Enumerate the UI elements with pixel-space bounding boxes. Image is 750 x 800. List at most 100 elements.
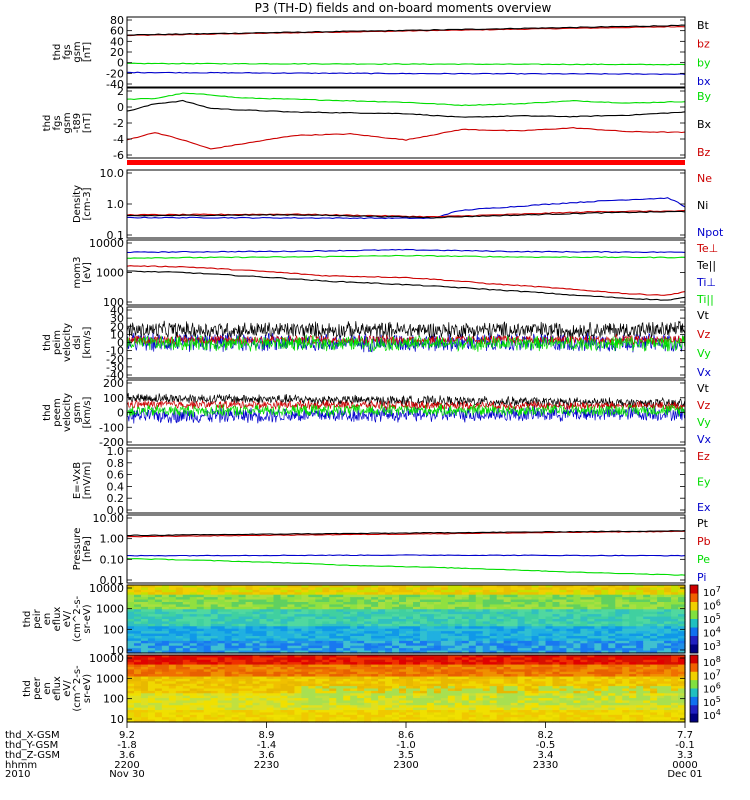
- spectrogram-cell: [343, 594, 351, 598]
- spectrogram-cell: [259, 631, 268, 635]
- spectrogram-cell: [517, 678, 526, 682]
- spectrogram-cell: [182, 638, 191, 642]
- spectrogram-cell: [587, 585, 595, 589]
- spectrogram-cell: [357, 688, 365, 692]
- spectrogram-cell: [468, 705, 477, 709]
- spectrogram-cell: [629, 659, 637, 663]
- spectrogram-cell: [496, 589, 505, 593]
- spectrogram-cell: [245, 664, 254, 668]
- spectrogram-cell: [252, 643, 261, 647]
- spectrogram-cell: [385, 592, 393, 596]
- xtick-label: 3.6: [119, 750, 135, 761]
- spectrogram-cell: [615, 662, 623, 666]
- spectrogram-cell: [245, 655, 254, 658]
- spectrogram-cell: [308, 688, 316, 692]
- xtick-label: 8.2: [538, 730, 554, 741]
- spectrogram-cell: [615, 628, 623, 632]
- spectrogram-cell: [336, 676, 344, 680]
- spectrogram-cell: [343, 702, 351, 706]
- spectrogram-cell: [475, 638, 484, 642]
- spectrogram-10: [127, 655, 686, 723]
- spectrogram-cell: [426, 611, 435, 615]
- spectrogram-cell: [573, 712, 581, 716]
- spectrogram-cell: [196, 643, 205, 647]
- spectrogram-cell: [329, 678, 337, 682]
- spectrogram-cell: [482, 606, 491, 610]
- spectrogram-cell: [475, 606, 484, 610]
- spectrogram-cell: [587, 698, 595, 702]
- spectrogram-cell: [454, 616, 463, 620]
- spectrogram-cell: [287, 710, 295, 714]
- spectrogram-cell: [510, 611, 519, 615]
- colorbar-segment: [690, 688, 698, 698]
- spectrogram-cell: [147, 683, 156, 687]
- spectrogram-cell: [580, 626, 588, 630]
- spectrogram-cell: [454, 585, 463, 589]
- spectrogram-cell: [308, 616, 316, 620]
- spectrogram-cell: [664, 710, 672, 714]
- spectrogram-cell: [594, 619, 602, 623]
- spectrogram-cell: [615, 700, 623, 704]
- spectrogram-cell: [308, 599, 316, 603]
- spectrogram-cell: [552, 702, 561, 706]
- spectrogram-cell: [643, 714, 651, 718]
- spectrogram-cell: [657, 631, 665, 635]
- spectrogram-cell: [608, 616, 616, 620]
- spectrogram-cell: [364, 686, 372, 690]
- spectrogram-cell: [671, 702, 679, 706]
- spectrogram-cell: [273, 712, 282, 716]
- spectrogram-cell: [231, 597, 240, 601]
- spectrogram-cell: [657, 664, 665, 668]
- spectrogram-cell: [238, 602, 247, 606]
- spectrogram-cell: [531, 589, 540, 593]
- spectrogram-cell: [217, 626, 226, 630]
- spectrogram-cell: [426, 648, 435, 652]
- spectrogram-cell: [294, 657, 302, 661]
- spectrogram-cell: [433, 717, 442, 721]
- spectrogram-cell: [399, 616, 407, 620]
- spectrogram-cell: [147, 659, 156, 663]
- spectrogram-cell: [475, 669, 484, 673]
- spectrogram-cell: [636, 594, 644, 598]
- spectrogram-cell: [538, 619, 547, 623]
- spectrogram-cell: [468, 700, 477, 704]
- spectrogram-cell: [601, 585, 609, 589]
- spectrogram-cell: [406, 604, 414, 608]
- spectrogram-cell: [650, 690, 658, 694]
- spectrogram-cell: [127, 714, 135, 718]
- spectrogram-cell: [127, 659, 135, 663]
- spectrogram-cell: [552, 707, 561, 711]
- spectrogram-cell: [482, 592, 491, 596]
- spectrogram-cell: [287, 585, 295, 589]
- spectrogram-cell: [231, 614, 240, 618]
- spectrogram-cell: [650, 700, 658, 704]
- spectrogram-cell: [252, 633, 261, 637]
- spectrogram-cell: [406, 683, 414, 687]
- spectrogram-cell: [252, 645, 261, 649]
- spectrogram-cell: [294, 710, 302, 714]
- spectrogram-cell: [245, 662, 254, 666]
- spectrogram-cell: [329, 614, 337, 618]
- spectrogram-cell: [552, 633, 561, 637]
- spectrogram-cell: [412, 640, 421, 644]
- spectrogram-cell: [629, 614, 637, 618]
- spectrogram-cell: [580, 666, 588, 670]
- spectrogram-cell: [531, 597, 540, 601]
- spectrogram-cell: [385, 662, 393, 666]
- spectrogram-cell: [371, 700, 379, 704]
- spectrogram-cell: [406, 636, 414, 640]
- spectrogram-cell: [406, 681, 414, 685]
- spectrogram-cell: [510, 645, 519, 649]
- spectrogram-cell: [664, 666, 672, 670]
- spectrogram-cell: [643, 638, 651, 642]
- spectrogram-cell: [357, 676, 365, 680]
- spectrogram-cell: [336, 674, 344, 678]
- spectrogram-cell: [482, 710, 491, 714]
- spectrogram-cell: [622, 611, 630, 615]
- spectrogram-cell: [475, 681, 484, 685]
- spectrogram-cell: [252, 640, 261, 644]
- spectrogram-cell: [468, 719, 477, 723]
- spectrogram-cell: [545, 604, 554, 608]
- spectrogram-cell: [238, 693, 247, 697]
- spectrogram-cell: [538, 585, 547, 589]
